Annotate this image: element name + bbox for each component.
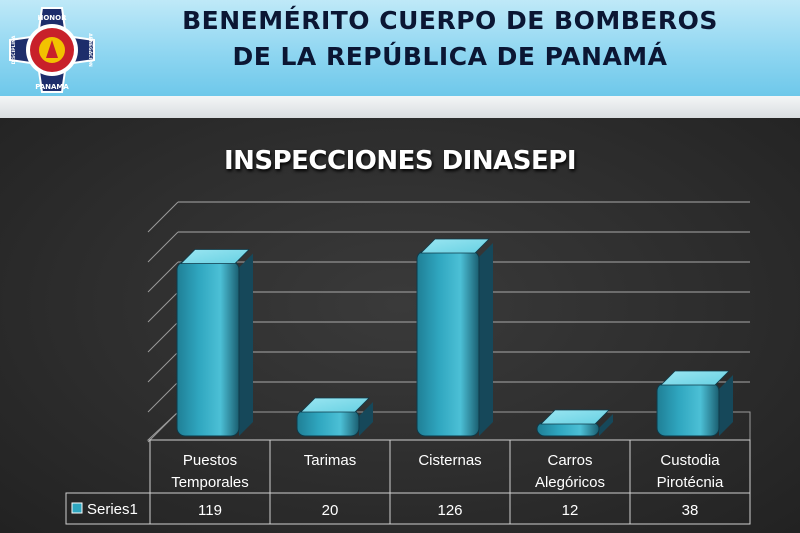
header-divider: [0, 96, 800, 118]
bar-top: [420, 238, 490, 254]
bar: [656, 382, 720, 437]
legend-key: [71, 502, 83, 514]
logo-text-bottom: PANAMA: [35, 83, 69, 91]
category-label: Pirotécnia: [657, 474, 724, 491]
bar-side: [359, 402, 373, 436]
chart-title: INSPECCIONES DINASEPI: [223, 146, 577, 176]
bar-side: [239, 253, 253, 436]
data-value-label: 119: [198, 502, 222, 519]
fire-department-logo: HONOR PANAMA DISCIPLINA ABNEGACIÓN: [9, 7, 95, 93]
side-gridline: [147, 291, 179, 323]
side-gridline: [147, 381, 179, 413]
category-label: Puestos: [183, 452, 237, 469]
bar-top: [180, 249, 250, 264]
category-label: Carros: [547, 452, 592, 469]
chart-panel: [0, 118, 800, 533]
side-gridline: [147, 231, 179, 263]
side-gridline: [147, 261, 179, 293]
side-gridline: [147, 321, 179, 353]
bar: [176, 261, 240, 437]
category-label: Alegóricos: [535, 474, 605, 491]
bar-side: [719, 375, 733, 436]
bar-side: [599, 414, 613, 436]
side-gridline: [147, 201, 179, 233]
category-label: Temporales: [171, 474, 249, 491]
data-table-legend-cell: [65, 492, 151, 525]
data-table-grid: [149, 439, 751, 525]
bar: [296, 409, 360, 437]
data-value-label: 38: [682, 502, 699, 519]
side-gridline: [147, 351, 179, 383]
data-value-label: 20: [322, 502, 339, 519]
organization-name-line2: DE LA REPÚBLICA DE PANAMÁ: [232, 42, 668, 71]
bar-top: [300, 397, 370, 413]
header-banner: [0, 0, 800, 96]
logo-text-left: DISCIPLINA: [11, 35, 17, 64]
bar: [416, 250, 480, 437]
bar-top: [660, 370, 730, 386]
data-value-label: 12: [562, 502, 579, 519]
category-label: Custodia: [660, 452, 720, 469]
bar-top: [540, 409, 610, 425]
organization-name-line1: BENEMÉRITO CUERPO DE BOMBEROS: [182, 6, 718, 35]
data-value-label: 126: [437, 502, 462, 519]
bar-side: [479, 243, 493, 436]
logo-text-right: ABNEGACIÓN: [87, 33, 94, 67]
category-label: Cisternas: [418, 452, 481, 469]
logo-text-top: HONOR: [37, 14, 67, 22]
legend-series-name: Series1: [87, 501, 138, 518]
category-label: Tarimas: [304, 452, 357, 469]
